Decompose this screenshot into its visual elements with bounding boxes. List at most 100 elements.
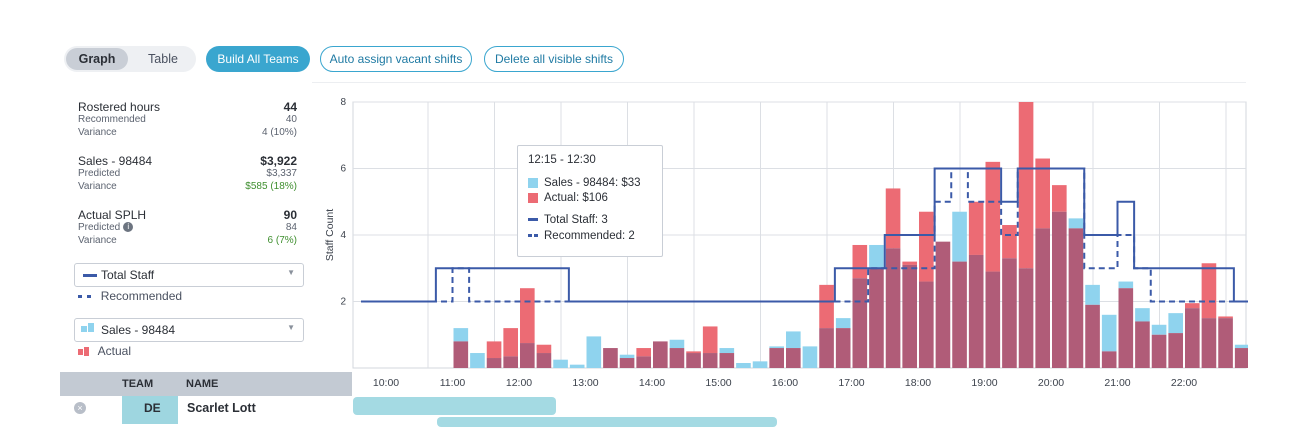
tooltip-actual-row: Actual: $106	[528, 192, 608, 204]
sales-swatch-icon	[88, 323, 94, 332]
team-column-header[interactable]: TEAM	[122, 378, 154, 390]
recommended-legend: Recommended	[78, 289, 182, 303]
variance-label: Variance	[78, 181, 117, 192]
bar-segment	[1052, 185, 1067, 212]
tooltip-sales: Sales - 98484: $33	[544, 177, 641, 189]
bar-segment	[553, 359, 568, 368]
y-axis-label: Staff Count	[324, 209, 336, 261]
bar-segment	[1035, 158, 1050, 229]
variance-label: Variance	[78, 127, 117, 138]
auto-assign-button[interactable]: Auto assign vacant shifts	[320, 46, 472, 72]
bar-segment	[1018, 102, 1034, 269]
predicted-label-text: Predicted	[78, 222, 121, 233]
x-tick-label: 12:00	[506, 377, 532, 389]
bar-segment	[1002, 225, 1017, 259]
x-tick-label: 15:00	[705, 377, 731, 389]
shift-bar[interactable]	[437, 417, 777, 427]
sales-series-select[interactable]: Sales - 98484 ▼	[74, 318, 304, 342]
solid-line-icon	[83, 274, 97, 277]
build-all-teams-button[interactable]: Build All Teams	[206, 46, 310, 72]
bar-overlap	[702, 353, 718, 368]
chevron-down-icon: ▼	[287, 323, 295, 332]
table-row	[60, 396, 352, 424]
bar-segment	[536, 344, 552, 354]
bar-overlap	[636, 356, 651, 368]
bar-overlap	[503, 356, 518, 368]
bar-segment	[453, 328, 469, 342]
chevron-down-icon: ▼	[287, 268, 295, 277]
dash-icon	[87, 295, 92, 299]
sales-series-selected: Sales - 98484	[101, 323, 176, 337]
bar-overlap	[935, 241, 951, 368]
solid-line-icon	[528, 218, 538, 222]
bar-segment	[636, 348, 651, 357]
bar-overlap	[1002, 258, 1017, 368]
bar-overlap	[486, 358, 502, 368]
bar-segment	[569, 364, 585, 368]
bar-overlap	[919, 281, 934, 368]
bar-segment	[769, 346, 784, 349]
bar-overlap	[603, 348, 618, 368]
tooltip-sales-row: Sales - 98484: $33	[528, 177, 641, 189]
bar-segment	[852, 244, 868, 279]
bar-segment	[752, 361, 768, 368]
rostered-hours-value: 44	[283, 100, 297, 114]
dash-icon	[528, 234, 538, 238]
x-tick-label: 20:00	[1038, 377, 1064, 389]
bar-overlap	[1085, 304, 1100, 368]
bar-segment	[486, 341, 502, 359]
tooltip-staff-row: Total Staff: 3	[528, 214, 608, 226]
staff-series-select[interactable]: Total Staff ▼	[74, 263, 304, 287]
splh-variance-value: 6 (7%)	[267, 235, 297, 246]
bar-segment	[1201, 263, 1217, 319]
bar-overlap	[536, 353, 552, 368]
sales-variance-value: $585 (18%)	[245, 181, 297, 192]
bar-segment	[869, 244, 884, 269]
panel-divider	[64, 82, 1246, 83]
bar-overlap	[719, 353, 735, 368]
predicted-label: Predicted	[78, 168, 121, 179]
bar-overlap	[968, 254, 984, 368]
shift-bar[interactable]	[353, 397, 556, 415]
recommended-legend-label: Recommended	[100, 289, 183, 303]
bar-overlap	[1201, 318, 1217, 368]
tooltip-time: 12:15 - 12:30	[528, 154, 596, 166]
sales-swatch-icon	[81, 326, 87, 332]
bar-segment	[1234, 344, 1248, 349]
bar-segment	[1135, 308, 1150, 322]
staff-series-selected: Total Staff	[101, 268, 155, 282]
bar-overlap	[1218, 318, 1233, 368]
y-tick-label: 6	[340, 164, 346, 175]
recommended-value: 40	[285, 114, 297, 125]
remove-row-icon[interactable]: ×	[74, 402, 86, 414]
sales-title: Sales - 98484	[78, 154, 153, 168]
bar-segment	[1085, 284, 1100, 305]
bar-segment	[586, 336, 602, 368]
total-staff-line	[361, 167, 1248, 303]
bar-overlap	[1151, 334, 1167, 368]
bar-overlap	[786, 348, 801, 368]
x-tick-label: 19:00	[971, 377, 997, 389]
chart-tooltip: 12:15 - 12:30 Sales - 98484: $33 Actual:…	[517, 145, 663, 257]
table-view-button[interactable]: Table	[148, 52, 178, 66]
predicted-sales-value: $3,337	[266, 168, 297, 179]
name-column-header[interactable]: NAME	[186, 378, 219, 390]
bar-segment	[1185, 303, 1200, 309]
tooltip-recommended-row: Recommended: 2	[528, 230, 635, 242]
x-tick-label: 22:00	[1171, 377, 1197, 389]
delete-visible-shifts-button[interactable]: Delete all visible shifts	[484, 46, 624, 72]
info-icon[interactable]: i	[123, 222, 134, 233]
bar-overlap	[1018, 268, 1034, 368]
bar-segment	[902, 261, 917, 265]
bar-overlap	[852, 278, 868, 368]
tooltip-recommended: Recommended: 2	[544, 230, 635, 242]
bar-segment	[1101, 314, 1117, 352]
bar-overlap	[1135, 321, 1150, 368]
employee-name[interactable]: Scarlet Lott	[187, 401, 256, 415]
bar-segment	[819, 284, 834, 329]
x-tick-label: 16:00	[772, 377, 798, 389]
graph-view-button[interactable]: Graph	[66, 48, 128, 70]
predicted-label: Predicted i	[78, 222, 134, 233]
actual-swatch-icon	[528, 192, 538, 203]
bar-overlap	[669, 348, 685, 368]
